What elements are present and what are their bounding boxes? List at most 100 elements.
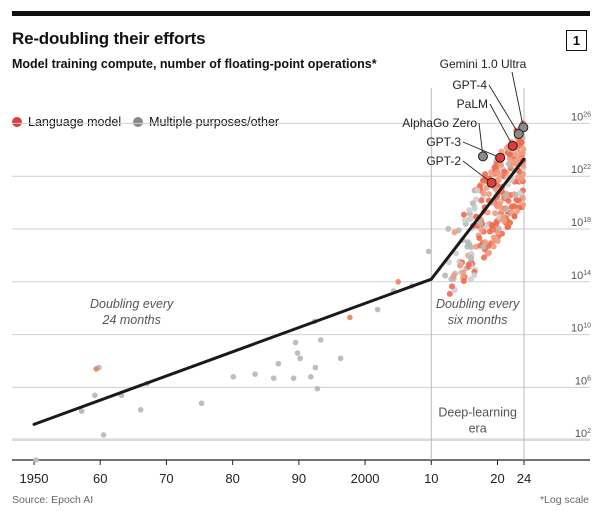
data-point [252, 371, 258, 378]
data-point [510, 159, 517, 166]
trend-line-1 [32, 277, 433, 426]
data-point [477, 220, 484, 227]
data-point [347, 314, 353, 321]
data-point [297, 355, 303, 362]
data-point [490, 243, 497, 250]
data-point [482, 239, 489, 246]
annotation-text: 24 months [102, 313, 161, 327]
data-point [468, 244, 475, 251]
x-tick-label: 20 [490, 471, 504, 486]
data-point [448, 283, 455, 290]
legend-label-language: Language model [28, 115, 122, 129]
data-point [478, 226, 485, 233]
legend-swatch-other [133, 117, 144, 127]
legend: Language model Multiple purposes/other [12, 115, 291, 129]
data-point [317, 337, 324, 343]
chart-number-badge: 1 [566, 30, 587, 51]
highlighted-label: GPT-3 [426, 135, 461, 149]
legend-item-other: Multiple purposes/other [133, 115, 279, 129]
data-point [374, 306, 381, 313]
x-tick-label: 10 [424, 471, 438, 486]
data-point [307, 374, 314, 380]
log-scale-note: *Log scale [539, 494, 589, 506]
data-point [511, 151, 518, 158]
y-tick-label: 1022 [571, 164, 591, 176]
data-point [497, 161, 504, 168]
legend-swatch-language [12, 117, 22, 127]
data-point [445, 225, 452, 232]
data-point [292, 339, 299, 346]
highlighted-label: GPT-2 [426, 154, 461, 168]
data-point [474, 187, 481, 194]
data-point [337, 355, 344, 362]
data-point [290, 375, 297, 381]
x-tick-label: 60 [93, 471, 107, 486]
data-point [485, 191, 492, 198]
highlighted-point [495, 152, 506, 163]
data-point [460, 211, 467, 218]
data-point [445, 259, 452, 266]
data-point [494, 229, 501, 236]
data-point [494, 237, 501, 244]
data-point [493, 221, 500, 228]
data-point [425, 248, 432, 255]
data-point [520, 146, 527, 153]
y-tick-label: 102 [575, 428, 591, 440]
data-point [312, 364, 319, 371]
data-point [137, 407, 144, 413]
leader-line [462, 160, 492, 184]
data-point [275, 360, 282, 367]
leader-line [462, 141, 501, 159]
trend-line-2 [429, 157, 526, 281]
data-point [518, 176, 525, 183]
data-point [466, 207, 473, 214]
data-point [450, 272, 457, 279]
data-point [492, 210, 499, 217]
data-point [93, 366, 100, 372]
data-point [505, 223, 512, 230]
leader-line [489, 103, 514, 147]
annotation-text: Deep-learning [438, 405, 517, 419]
y-tick-label: 1010 [571, 323, 591, 335]
source-note: Source: Epoch AI [12, 494, 94, 506]
data-point [230, 374, 237, 380]
data-point [494, 168, 501, 175]
data-point [460, 278, 467, 285]
data-point [314, 385, 321, 392]
data-point [489, 171, 496, 178]
data-point [484, 209, 491, 216]
data-point [516, 142, 523, 149]
data-point [460, 269, 467, 276]
data-point [33, 457, 39, 463]
data-point [495, 202, 502, 209]
data-point [501, 217, 508, 224]
x-tick-label: 1950 [20, 471, 49, 486]
leader-line [488, 84, 520, 135]
highlighted-label: AlphaGo Zero [402, 116, 477, 130]
data-point [501, 168, 508, 175]
data-point [442, 272, 449, 279]
leader-line [511, 71, 524, 128]
data-point [446, 290, 453, 297]
highlighted-point [486, 177, 497, 188]
data-point [478, 197, 485, 204]
data-point [515, 156, 522, 163]
data-point [480, 243, 487, 250]
data-point [476, 235, 483, 242]
chart-title: Re-doubling their efforts [12, 29, 206, 48]
data-point [461, 217, 468, 224]
data-point [480, 254, 487, 261]
x-tick-label: 2000 [351, 471, 380, 486]
data-point [395, 279, 401, 285]
data-point [465, 261, 472, 268]
x-tick-label: 80 [225, 471, 239, 486]
annotation-text: era [469, 421, 487, 435]
highlighted-label: PaLM [457, 97, 488, 111]
data-point [511, 213, 518, 220]
data-point [92, 392, 98, 399]
data-point [451, 229, 458, 236]
data-point [516, 190, 523, 197]
x-tick-label: 70 [159, 471, 173, 486]
data-point [504, 205, 511, 212]
data-point [78, 408, 85, 414]
